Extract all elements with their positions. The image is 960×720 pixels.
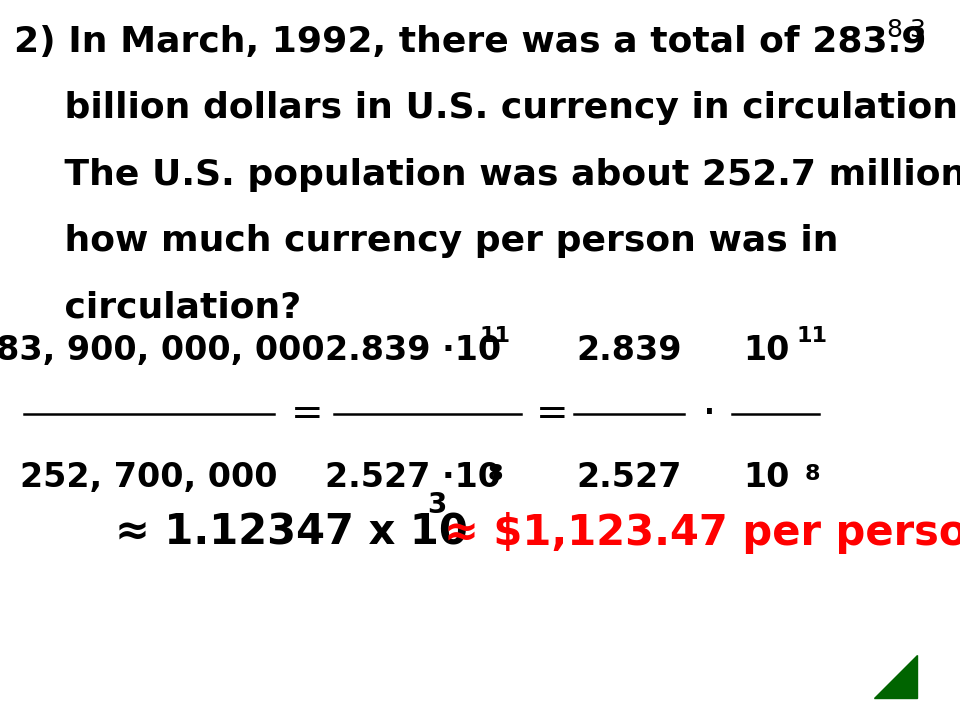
Polygon shape	[874, 655, 917, 698]
Text: 252, 700, 000: 252, 700, 000	[20, 461, 277, 494]
Text: 8: 8	[487, 464, 503, 485]
Text: 2.527 ·10: 2.527 ·10	[325, 461, 501, 494]
Text: =: =	[536, 395, 568, 433]
Text: 2.527: 2.527	[577, 461, 682, 494]
Text: 2.839: 2.839	[577, 334, 682, 367]
Text: The U.S. population was about 252.7 million.: The U.S. population was about 252.7 mill…	[14, 158, 960, 192]
Text: billion dollars in U.S. currency in circulation.: billion dollars in U.S. currency in circ…	[14, 91, 960, 125]
Text: 10: 10	[743, 334, 789, 367]
Text: 2) In March, 1992, there was a total of 283.9: 2) In March, 1992, there was a total of …	[14, 25, 927, 59]
Text: ≈ 1.12347 x 10: ≈ 1.12347 x 10	[115, 512, 468, 554]
Text: 2.839 ·10: 2.839 ·10	[325, 334, 501, 367]
Text: 8.3: 8.3	[886, 18, 926, 42]
Text: ≈ $1,123.47 per person: ≈ $1,123.47 per person	[444, 512, 960, 554]
Text: 10: 10	[743, 461, 789, 494]
Text: 8: 8	[804, 464, 820, 485]
Text: 283, 900, 000, 000: 283, 900, 000, 000	[0, 334, 324, 367]
Text: ·: ·	[702, 392, 717, 436]
Text: =: =	[291, 395, 324, 433]
Text: 11: 11	[797, 325, 828, 346]
Text: 3: 3	[427, 492, 446, 519]
Text: circulation?: circulation?	[14, 290, 301, 324]
Text: 11: 11	[479, 325, 511, 346]
Text: how much currency per person was in: how much currency per person was in	[14, 224, 839, 258]
